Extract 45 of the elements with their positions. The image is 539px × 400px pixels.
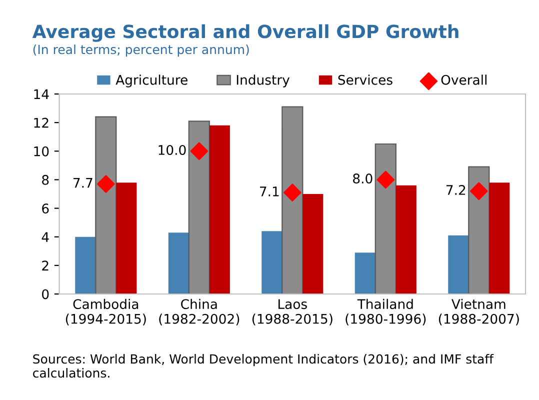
y-tick-label: 0 (42, 289, 49, 300)
legend-label: Services (338, 74, 392, 85)
bar (354, 252, 376, 294)
bar (448, 235, 469, 294)
chart-subtitle: (In real terms; percent per annum) (33, 44, 249, 57)
bar (75, 236, 96, 294)
bar (262, 231, 282, 294)
x-tick-label: Cambodia (1994-2015) (66, 298, 146, 326)
legend-label: Overall (441, 74, 486, 85)
legend-label: Agriculture (116, 74, 188, 88)
data-label: 10.0 (158, 144, 186, 155)
y-tick-label: 8 (42, 174, 49, 185)
bar (209, 125, 230, 294)
bar (489, 182, 510, 294)
point (97, 175, 115, 193)
bar (468, 166, 490, 294)
y-tick-label: 10 (34, 146, 49, 156)
point (190, 142, 208, 160)
y-tick-label: 12 (34, 118, 48, 128)
legend-label: Industry (236, 74, 290, 88)
y-tick-label: 6 (42, 204, 49, 214)
data-label: 8.0 (353, 174, 372, 184)
point (470, 182, 488, 200)
bar (95, 116, 117, 294)
y-tick-label: 2 (42, 260, 48, 270)
data-label: 7.1 (260, 186, 279, 196)
x-tick-label: Laos (1988-2015) (252, 299, 332, 326)
bar (302, 194, 324, 294)
data-label: 7.2 (446, 184, 466, 195)
bar (282, 106, 304, 294)
bar (374, 143, 396, 294)
x-tick-label: China (1982-2002) (159, 298, 240, 326)
bar (168, 232, 189, 294)
data-label: 7.7 (74, 178, 92, 188)
y-tick-label: 4 (42, 232, 49, 242)
point (283, 184, 302, 202)
bar (116, 182, 137, 294)
x-tick-label: Vietnam (1988-2007) (438, 298, 519, 326)
bar (396, 185, 416, 294)
y-tick-label: 14 (34, 89, 49, 100)
point (376, 170, 395, 189)
x-tick-label: Thailand (1980-1996) (346, 298, 426, 326)
chart-title: Average Sectoral and Overall GDP Growth (32, 24, 458, 42)
bar (188, 120, 210, 294)
source-note: Sources: World Bank, World Development Indicators (2016); and IMF staff calculations. (33, 354, 494, 378)
